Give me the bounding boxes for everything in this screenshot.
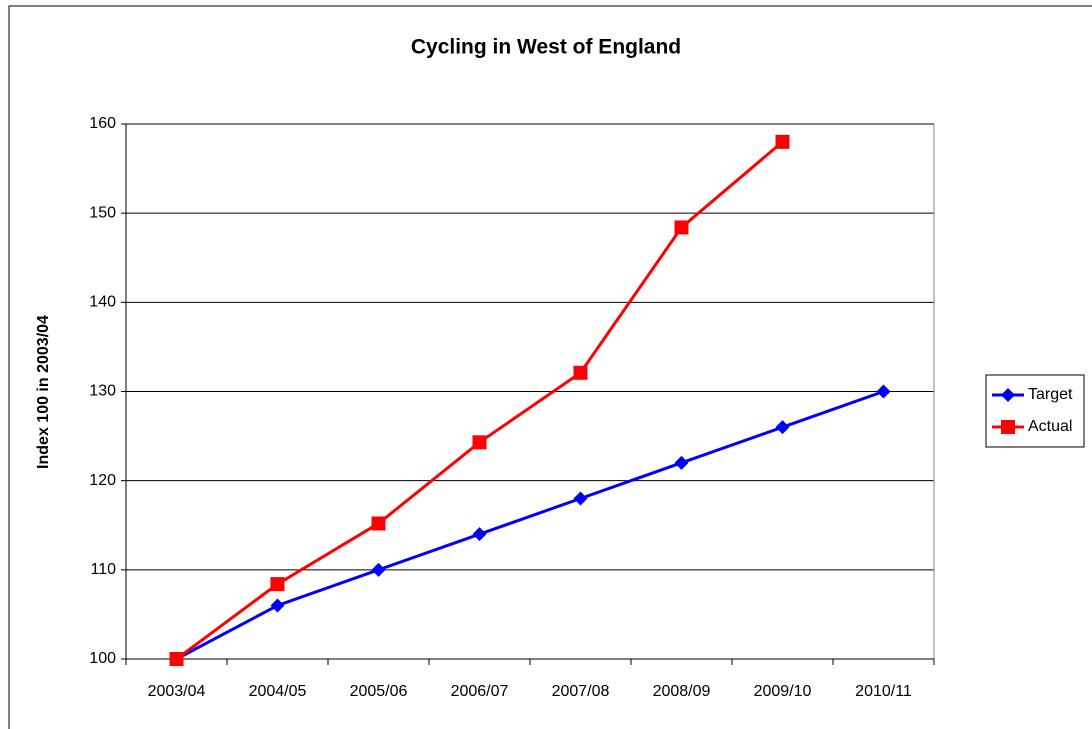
marker (674, 455, 689, 470)
chart-frame (8, 5, 1092, 729)
x-tick-label: 2005/06 (350, 683, 408, 700)
x-tick-label: 2008/09 (653, 683, 711, 700)
y-tick-label: 130 (89, 383, 116, 400)
legend-label: Target (1028, 386, 1073, 403)
marker (775, 420, 790, 435)
marker (270, 598, 285, 613)
x-tick-label: 2003/04 (148, 683, 206, 700)
x-tick-label: 2009/10 (754, 683, 812, 700)
x-tick-label: 2010/11 (855, 683, 912, 700)
x-tick-label: 2007/08 (552, 683, 610, 700)
marker (371, 562, 386, 577)
y-tick-label: 150 (89, 204, 116, 221)
legend-label: Actual (1028, 418, 1072, 435)
marker (270, 577, 285, 592)
marker (573, 491, 588, 506)
y-tick-label: 110 (90, 561, 116, 578)
y-axis-label: Index 100 in 2003/04 (35, 315, 52, 469)
marker (674, 220, 689, 235)
marker (775, 134, 790, 149)
x-tick-label: 2004/05 (249, 683, 307, 700)
series-line (175, 390, 884, 661)
legend-marker (1001, 388, 1015, 402)
y-tick-label: 160 (89, 115, 116, 132)
legend-marker (1001, 420, 1015, 434)
marker (472, 435, 487, 450)
marker (169, 652, 184, 666)
marker (876, 384, 891, 399)
marker (472, 527, 487, 542)
chart-title: Cycling in West of England (411, 36, 681, 59)
y-tick-label: 100 (89, 650, 116, 667)
marker (573, 365, 588, 380)
y-tick-label: 120 (89, 472, 116, 489)
legend-box (985, 374, 1085, 448)
marker (371, 516, 386, 531)
y-tick-label: 140 (89, 294, 116, 311)
x-tick-label: 2006/07 (451, 683, 509, 700)
